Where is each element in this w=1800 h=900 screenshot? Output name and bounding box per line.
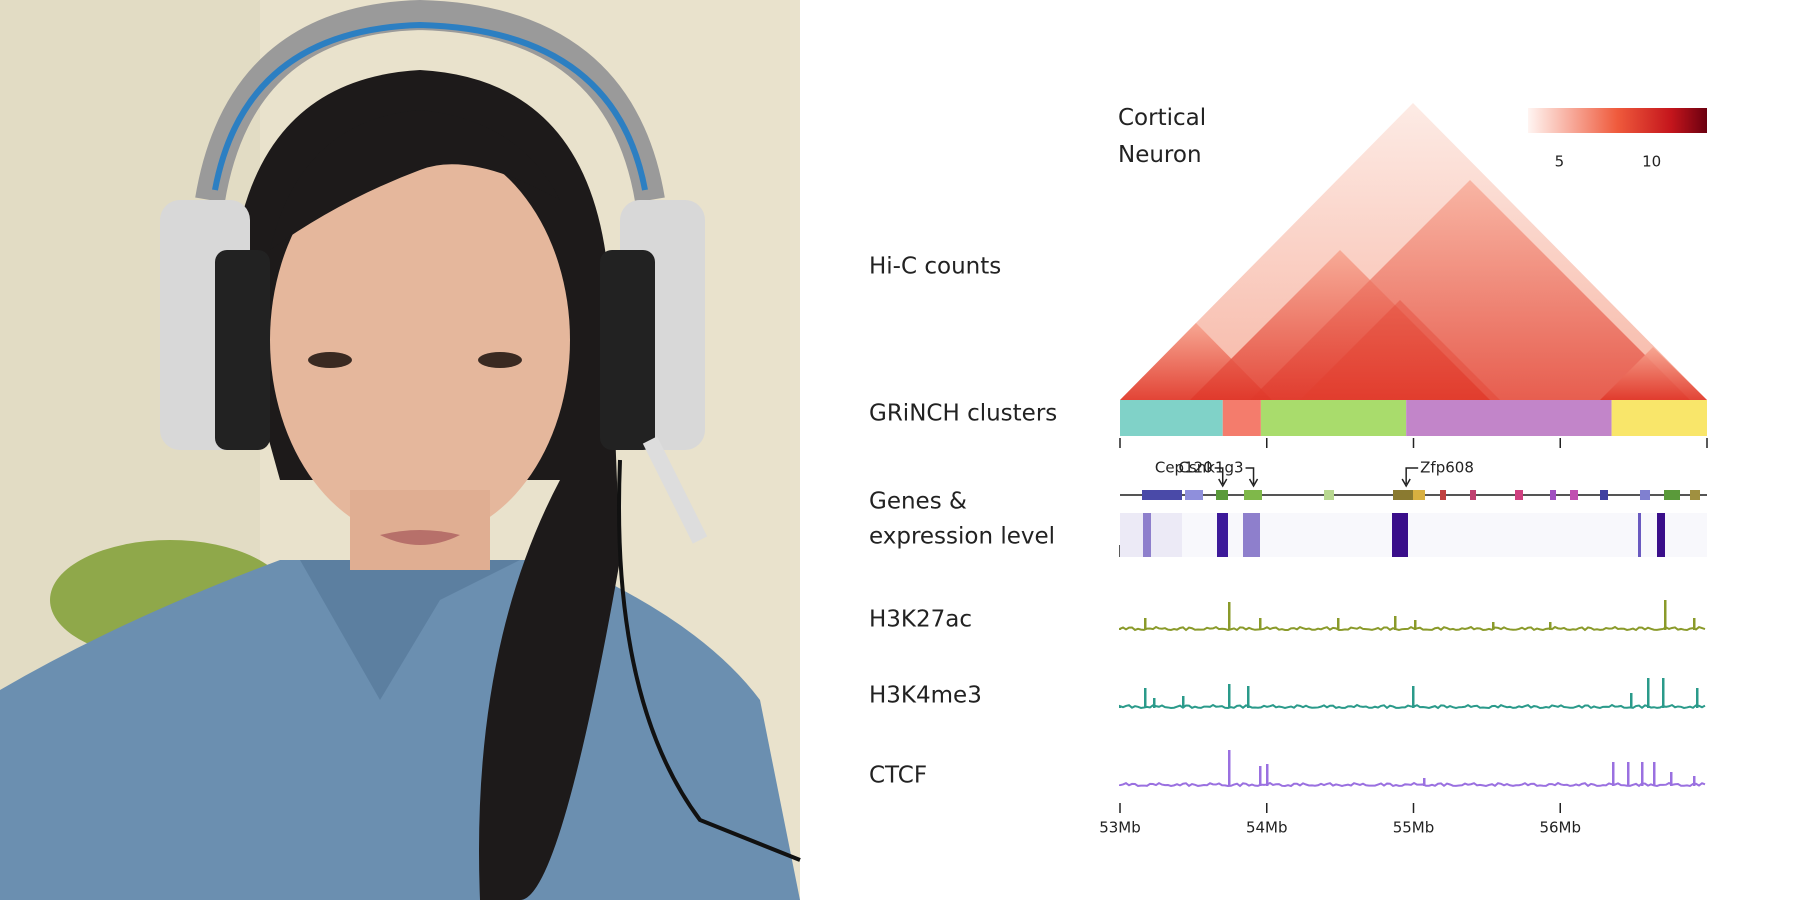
gene	[1515, 490, 1523, 500]
title: Cortical Neuron	[1118, 105, 1206, 168]
gene	[1570, 490, 1578, 500]
x-tick-label: 54Mb	[1246, 819, 1288, 837]
signal-peak	[1641, 762, 1644, 786]
x-tick-label: 53Mb	[1099, 819, 1141, 837]
gene	[1550, 490, 1556, 500]
gene	[1324, 490, 1334, 500]
expression-bg	[1120, 513, 1707, 557]
signal-peak	[1266, 764, 1269, 786]
signal-peak	[1228, 750, 1231, 786]
gene	[1600, 490, 1608, 500]
track-label: Genes &	[869, 489, 967, 515]
expression-bar	[1217, 513, 1228, 557]
signal-peak	[1612, 762, 1615, 786]
gene-label: Zfp608	[1420, 459, 1474, 477]
expression-bar	[1143, 513, 1151, 557]
track-label: expression level	[869, 524, 1055, 550]
gene-arrow	[1405, 467, 1419, 484]
hic-map	[1120, 103, 1707, 400]
gene	[1664, 490, 1680, 500]
signal-peak	[1144, 688, 1147, 708]
gene-label: Cep120	[1155, 459, 1213, 477]
signal-peak	[1412, 686, 1415, 708]
gene	[1690, 490, 1700, 500]
signal-baseline	[1119, 625, 1706, 632]
gene	[1185, 490, 1203, 500]
x-tick-label: 55Mb	[1393, 819, 1435, 837]
signal-peak	[1259, 766, 1262, 786]
cluster	[1406, 400, 1612, 436]
signal-peak	[1662, 678, 1665, 708]
expression-bar	[1657, 513, 1665, 557]
cluster	[1222, 400, 1261, 436]
cluster	[1611, 400, 1707, 436]
signal-peak	[1693, 776, 1696, 786]
gene-arrowhead	[1218, 478, 1228, 488]
signal-baseline	[1119, 703, 1706, 710]
gene-label: Csnk1g3	[1178, 459, 1243, 477]
cluster	[1120, 400, 1223, 436]
gene	[1470, 490, 1476, 500]
signal-peak	[1414, 620, 1417, 630]
photo	[0, 0, 801, 900]
track-label: GRiNCH clusters	[869, 401, 1057, 427]
signal-peak	[1670, 772, 1673, 786]
gene-arrowhead	[1248, 478, 1259, 488]
gene	[1440, 490, 1446, 500]
gene	[1393, 490, 1413, 500]
gene-arrow	[1214, 467, 1224, 484]
gene	[1640, 490, 1650, 500]
signal-peak	[1259, 618, 1262, 630]
gene	[1216, 490, 1228, 500]
signal-peak	[1653, 762, 1656, 786]
signal-peak	[1647, 678, 1650, 708]
gene-arrowhead	[1401, 478, 1411, 488]
track-label: H3K27ac	[869, 607, 972, 633]
gene	[1413, 490, 1425, 500]
colorbar	[1528, 108, 1707, 133]
signal-baseline	[1119, 781, 1706, 788]
signal-peak	[1664, 600, 1667, 630]
signal-peak	[1228, 684, 1231, 708]
signal-peak	[1228, 602, 1231, 630]
expression-bar	[1638, 513, 1641, 557]
signal-peak	[1549, 622, 1552, 630]
signal-peak	[1337, 618, 1340, 630]
x-tick-label: 56Mb	[1539, 819, 1581, 837]
cluster	[1260, 400, 1407, 436]
signal-peak	[1627, 762, 1630, 786]
signal-peak	[1693, 618, 1696, 630]
gene	[1142, 490, 1182, 500]
colorbar-tick-label: 10	[1642, 153, 1661, 171]
signal-peak	[1182, 696, 1185, 708]
track-label: Hi-C counts	[869, 254, 1001, 280]
gene-arrow	[1245, 467, 1255, 484]
signal-peak	[1696, 688, 1699, 708]
signal-peak	[1394, 616, 1397, 630]
expression-bar	[1392, 513, 1408, 557]
signal-peak	[1423, 778, 1426, 786]
track-label: H3K4me3	[869, 683, 982, 709]
signal-peak	[1492, 622, 1495, 630]
colorbar-tick-label: 5	[1555, 153, 1565, 171]
signal-peak	[1153, 698, 1156, 708]
gene	[1244, 490, 1262, 500]
expression-bar	[1243, 513, 1260, 557]
track-label: CTCF	[869, 763, 927, 789]
signal-peak	[1247, 686, 1250, 708]
signal-peak	[1630, 693, 1633, 708]
signal-peak	[1144, 618, 1147, 630]
